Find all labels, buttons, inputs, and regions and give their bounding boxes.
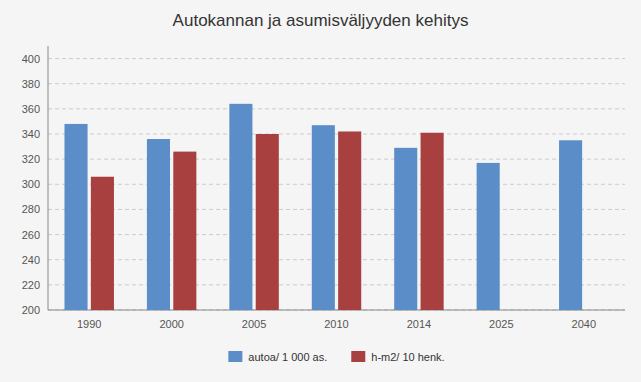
x-axis-line <box>48 310 625 311</box>
bar <box>312 125 335 310</box>
x-tick-label: 2000 <box>159 318 183 330</box>
x-tick-label: 2040 <box>572 318 596 330</box>
bar <box>229 104 252 310</box>
x-tick-label: 2014 <box>407 318 431 330</box>
legend-item: autoa/ 1 000 as. <box>228 351 327 363</box>
grid <box>48 59 625 310</box>
legend-swatch <box>351 351 365 362</box>
legend-label: h-m2/ 10 henk. <box>371 351 444 363</box>
y-tick-label: 240 <box>22 254 40 266</box>
y-tick-label: 260 <box>22 229 40 241</box>
grid-line <box>48 83 625 84</box>
bar <box>173 152 196 310</box>
y-tick-label: 200 <box>22 304 40 316</box>
bar <box>147 139 170 310</box>
bar <box>559 140 582 310</box>
grid-line <box>48 58 625 59</box>
legend-item: h-m2/ 10 henk. <box>351 351 444 363</box>
grid-line <box>48 234 625 235</box>
bar <box>256 134 279 310</box>
bar <box>91 177 114 310</box>
background <box>0 0 641 382</box>
grid-line <box>48 209 625 210</box>
chart-container: Autokannan ja asumisväljyyden kehitys 200… <box>0 0 641 382</box>
bar <box>477 163 500 310</box>
grid-line <box>48 284 625 285</box>
bars <box>64 104 582 310</box>
legend-swatch <box>228 351 242 362</box>
grid-line <box>48 108 625 109</box>
y-tick-label: 360 <box>22 103 40 115</box>
legend: autoa/ 1 000 as. h-m2/ 10 henk. <box>228 351 444 363</box>
x-tick-label: 2025 <box>489 318 513 330</box>
y-tick-label: 280 <box>22 203 40 215</box>
grid-line <box>48 159 625 160</box>
title: Autokannan ja asumisväljyyden kehitys <box>173 11 469 30</box>
y-tick-label: 400 <box>22 53 40 65</box>
bar <box>394 148 417 310</box>
x-tick-label: 1990 <box>77 318 101 330</box>
bar <box>421 133 444 310</box>
y-tick-label: 220 <box>22 279 40 291</box>
y-tick-label: 380 <box>22 78 40 90</box>
grid-line <box>48 184 625 185</box>
legend-label: autoa/ 1 000 as. <box>248 351 327 363</box>
y-axis-line <box>48 46 49 310</box>
bar <box>338 131 361 310</box>
chart: Autokannan ja asumisväljyyden kehitys 200… <box>0 0 641 382</box>
bar <box>64 124 87 310</box>
y-tick-label: 320 <box>22 153 40 165</box>
y-tick-label: 300 <box>22 178 40 190</box>
grid-line <box>48 310 625 311</box>
x-tick-label: 2005 <box>242 318 266 330</box>
grid-line <box>48 259 625 260</box>
x-tick-label: 2010 <box>324 318 348 330</box>
grid-line <box>48 134 625 135</box>
y-tick-label: 340 <box>22 128 40 140</box>
